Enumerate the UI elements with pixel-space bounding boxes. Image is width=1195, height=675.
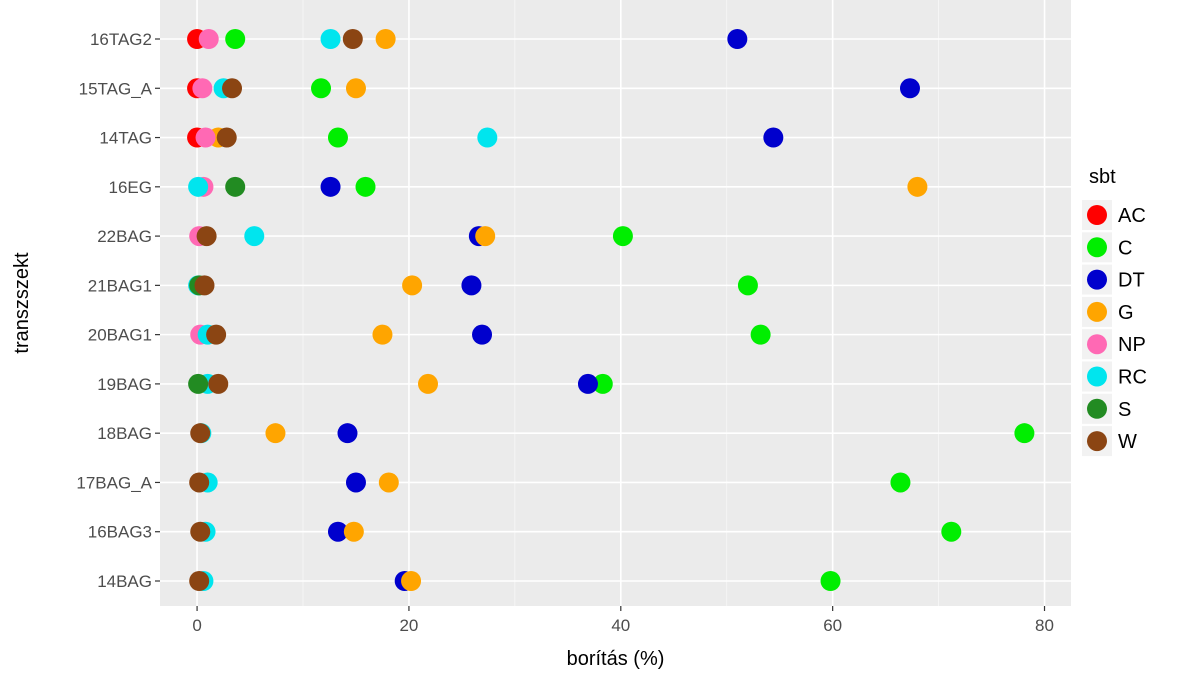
legend: sbt AC C DT G NP RC SW	[1082, 166, 1147, 457]
minor-gridlines	[302, 0, 939, 606]
point-RC-14TAG	[477, 127, 498, 148]
point-C-14BAG	[820, 571, 841, 591]
point-C-21BAG1	[737, 275, 758, 296]
point-C-16EG	[355, 176, 376, 197]
plot-panel-background	[160, 0, 1071, 606]
point-C-20BAG1	[750, 324, 771, 345]
y-tick-label: 18BAG	[97, 424, 152, 443]
y-tick-label: 22BAG	[97, 227, 152, 246]
point-W-18BAG	[190, 423, 211, 444]
point-DT-16EG	[320, 176, 341, 197]
point-G-18BAG	[265, 423, 286, 444]
point-G-16EG	[907, 176, 928, 197]
legend-label-W: W	[1118, 431, 1137, 453]
legend-marker-G	[1087, 301, 1107, 322]
legend-marker-AC	[1087, 205, 1107, 225]
point-C-14TAG	[327, 127, 348, 148]
point-W-15TAG_A	[222, 78, 243, 99]
point-W-19BAG	[208, 373, 229, 394]
point-G-19BAG	[418, 373, 439, 394]
point-DT-18BAG	[337, 423, 358, 444]
point-DT-16BAG3	[327, 521, 348, 542]
point-G-17BAG_A	[378, 472, 399, 493]
legend-marker-RC	[1087, 366, 1107, 387]
x-tick-label: 40	[611, 616, 630, 635]
legend-marker-S	[1087, 398, 1107, 419]
point-C-15TAG_A	[311, 78, 332, 99]
point-RC-22BAG	[244, 226, 265, 247]
y-tick-label: 16TAG2	[90, 30, 152, 49]
x-tick-label: 60	[823, 616, 842, 635]
y-tick-label: 16EG	[109, 178, 152, 197]
point-DT-14TAG	[763, 127, 784, 148]
point-G-16TAG2	[375, 29, 396, 49]
y-axis: 16TAG2 15TAG_A 14TAG 16EG 22BAG 21BAG1 20BAG1 1…	[76, 30, 160, 591]
point-S-19BAG	[188, 373, 209, 394]
legend-label-RC: RC	[1118, 367, 1147, 389]
point-DT-16TAG2	[727, 29, 748, 49]
point-C-16BAG3	[941, 521, 962, 542]
legend-label-S: S	[1118, 399, 1131, 421]
y-tick-label: 16BAG3	[88, 523, 152, 542]
point-NP-14TAG	[195, 127, 216, 148]
point-W-17BAG_A	[189, 472, 210, 493]
data-points	[187, 29, 1035, 591]
point-DT-21BAG1	[461, 275, 482, 296]
point-DT-19BAG	[577, 373, 598, 394]
point-NP-16TAG2	[198, 29, 219, 49]
point-W-16BAG3	[190, 521, 211, 542]
point-C-18BAG	[1014, 423, 1035, 444]
x-axis-title: borítás (%)	[567, 648, 665, 670]
x-axis: 0 20 40 60 80	[192, 606, 1054, 635]
legend-label-C: C	[1118, 237, 1132, 259]
legend-label-DT: DT	[1118, 270, 1145, 292]
y-tick-label: 14BAG	[97, 572, 152, 591]
point-W-14BAG	[189, 571, 210, 591]
point-W-14TAG	[216, 127, 237, 148]
point-C-22BAG	[612, 226, 633, 247]
legend-items: AC C DT G NP RC SW	[1082, 200, 1147, 457]
legend-title: sbt	[1089, 166, 1116, 188]
point-DT-17BAG_A	[345, 472, 366, 493]
legend-label-AC: AC	[1118, 205, 1146, 227]
y-tick-label: 20BAG1	[88, 326, 152, 345]
point-NP-15TAG_A	[192, 78, 213, 99]
y-tick-label: 19BAG	[97, 375, 152, 394]
point-C-17BAG_A	[890, 472, 911, 493]
point-RC-16TAG2	[320, 29, 341, 49]
point-C-19BAG	[592, 373, 613, 394]
y-axis-title: transzszekt	[11, 252, 33, 354]
point-G-15TAG_A	[345, 78, 366, 99]
point-W-22BAG	[196, 226, 217, 247]
legend-marker-DT	[1087, 269, 1107, 290]
point-DT-15TAG_A	[899, 78, 920, 99]
point-DT-20BAG1	[472, 324, 493, 345]
x-tick-label: 0	[192, 616, 201, 635]
x-tick-label: 20	[399, 616, 418, 635]
point-S-16EG	[225, 176, 246, 197]
point-W-20BAG1	[206, 324, 227, 345]
legend-label-NP: NP	[1118, 334, 1146, 356]
y-tick-label: 15TAG_A	[79, 79, 153, 98]
y-tick-label: 21BAG1	[88, 276, 152, 295]
point-G-14BAG	[401, 571, 422, 591]
point-G-16BAG3	[343, 521, 364, 542]
y-tick-label: 14TAG	[99, 129, 152, 148]
point-W-16TAG2	[342, 29, 363, 49]
legend-marker-NP	[1087, 334, 1107, 355]
point-G-20BAG1	[372, 324, 393, 345]
legend-marker-W	[1087, 431, 1107, 452]
legend-label-G: G	[1118, 302, 1134, 324]
legend-marker-C	[1087, 237, 1107, 258]
point-RC-16EG	[188, 176, 209, 197]
y-tick-label: 17BAG_A	[76, 473, 152, 492]
point-C-16TAG2	[225, 29, 246, 49]
point-G-21BAG1	[402, 275, 423, 296]
x-tick-label: 80	[1035, 616, 1054, 635]
point-W-21BAG1	[194, 275, 215, 296]
point-G-22BAG	[475, 226, 496, 247]
